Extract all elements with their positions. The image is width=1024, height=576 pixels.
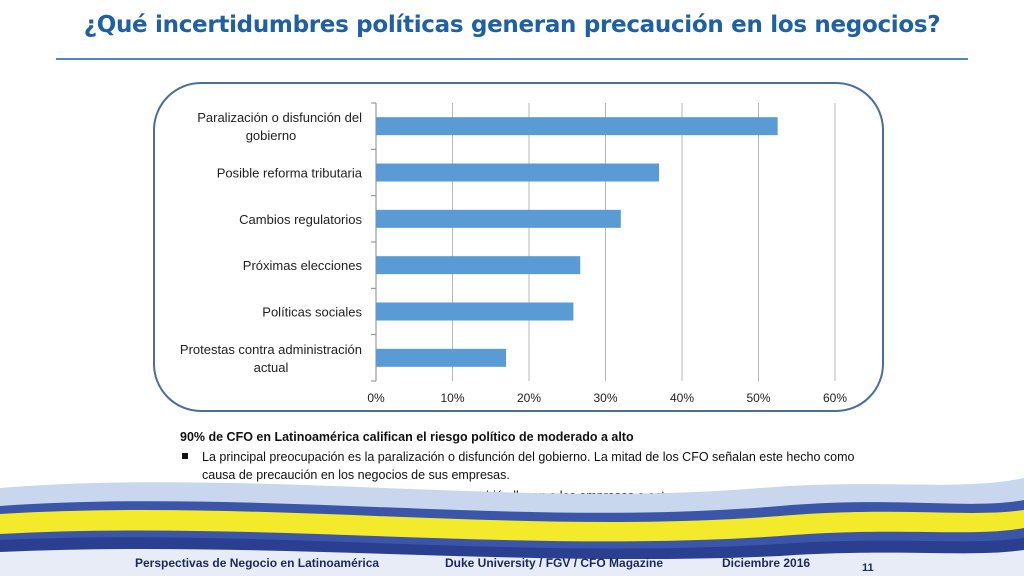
category-label: gobierno xyxy=(246,128,297,143)
category-label: Paralización o disfunción del xyxy=(197,110,362,125)
bar xyxy=(376,209,621,228)
x-tick-label: 0% xyxy=(367,391,385,405)
footer-date: Diciembre 2016 xyxy=(722,556,811,570)
x-tick-label: 40% xyxy=(670,391,694,405)
page-title: ¿Qué incertidumbres políticas generan pr… xyxy=(83,12,941,38)
bullet-text: La principal preocupación es la paraliza… xyxy=(202,450,855,482)
chart-frame xyxy=(153,82,884,412)
category-label: Políticas sociales xyxy=(262,305,362,320)
category-label: Protestas contra administración xyxy=(180,342,362,357)
category-label: Posible reforma tributaria xyxy=(217,166,363,181)
footer-center-text: Duke University / FGV / CFO Magazine xyxy=(445,556,664,570)
x-tick-label: 10% xyxy=(440,391,464,405)
x-tick-label: 50% xyxy=(746,391,770,405)
x-tick-label: 20% xyxy=(517,391,541,405)
bar xyxy=(376,256,581,275)
notes-headline: 90% de CFO en Latinoamérica califican el… xyxy=(180,430,634,444)
footer: Perspectivas de Negocio en Latinoamérica… xyxy=(0,556,1024,576)
list-item: La principal preocupación es la paraliza… xyxy=(180,448,860,484)
decorative-waves xyxy=(0,478,1024,576)
bar xyxy=(376,117,778,136)
page-number: 11 xyxy=(862,562,874,574)
category-label: Cambios regulatorios xyxy=(239,212,362,227)
square-bullet-icon xyxy=(182,453,188,459)
category-label: actual xyxy=(254,360,289,375)
category-label: Próximas elecciones xyxy=(243,258,363,273)
bar xyxy=(376,348,507,367)
bar xyxy=(376,302,574,321)
title-divider xyxy=(56,58,968,60)
footer-left-text: Perspectivas de Negocio en Latinoamérica xyxy=(135,556,380,570)
bar xyxy=(376,163,660,182)
x-tick-label: 60% xyxy=(823,391,847,405)
x-tick-label: 30% xyxy=(593,391,617,405)
